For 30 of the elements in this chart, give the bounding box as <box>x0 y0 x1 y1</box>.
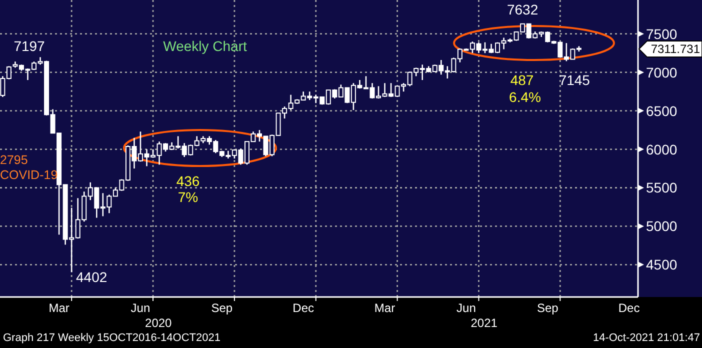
y-tick-label: 4500 <box>646 256 678 273</box>
x2-tick-label: 2020 <box>145 316 172 330</box>
y-tick-label: 6000 <box>646 141 678 158</box>
text: 14-Oct-2021 21:01:47 <box>592 332 700 344</box>
x2-tick-label: 2021 <box>470 316 498 330</box>
annotation: 487 <box>510 72 534 88</box>
annotation: 436 <box>176 173 200 189</box>
annotation: 2795 <box>0 153 28 167</box>
x-tick-label: Sep <box>211 301 233 315</box>
y-tick-label: 7500 <box>646 26 678 42</box>
x-tick-label: Dec <box>618 301 640 315</box>
caption: Graph 217 Weekly 15OCT2016-14OCT2021 <box>3 332 220 344</box>
y-tick-label: 7000 <box>646 64 678 80</box>
text: 7311.731 <box>650 42 700 56</box>
x-tick-label: Jun <box>130 301 150 315</box>
x-tick-label: Mar <box>374 301 396 315</box>
x-tick-label: Dec <box>292 301 314 315</box>
annotation: 7197 <box>14 38 46 54</box>
y-tick-label: 6500 <box>646 102 678 119</box>
y-tick-label: 5500 <box>646 180 678 196</box>
x-tick-label: Mar <box>48 301 70 315</box>
y-tick-label: 5000 <box>646 218 678 234</box>
annotation: 7145 <box>558 72 590 88</box>
annotation: 4402 <box>76 269 108 286</box>
x-tick-label: Sep <box>536 301 559 315</box>
text: Weekly Chart <box>163 38 247 54</box>
annotation: 6.4% <box>509 89 541 105</box>
x-tick-label: Jun <box>456 301 476 315</box>
annotation: 7632 <box>506 2 538 18</box>
annotation: 7% <box>178 189 198 205</box>
